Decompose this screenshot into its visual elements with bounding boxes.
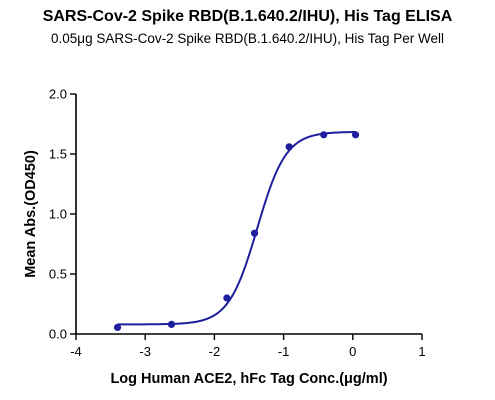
- x-tick-label: -4: [70, 344, 82, 359]
- y-tick-label: 0.5: [49, 267, 67, 282]
- data-point: [351, 131, 360, 139]
- data-point: [113, 323, 122, 331]
- fit-curve: [117, 131, 356, 326]
- chart-subtitle: 0.05μg SARS-Cov-2 Spike RBD(B.1.640.2/IH…: [51, 31, 444, 46]
- points-layer: [113, 131, 360, 331]
- x-tick-label: -2: [209, 344, 221, 359]
- chart-title: SARS-Cov-2 Spike RBD(B.1.640.2/IHU), His…: [42, 8, 453, 25]
- data-point: [167, 320, 176, 328]
- x-tick-label: 1: [418, 344, 425, 359]
- ticks: -4 -3 -2 -1 0 1 0.0 0.5 1.0 1.5 2.0: [49, 87, 426, 360]
- y-tick-label: 2.0: [49, 87, 67, 102]
- x-tick-label: 0: [349, 344, 356, 359]
- y-axis-title: Mean Abs.(OD450): [23, 150, 39, 278]
- y-tick-label: 1.5: [49, 147, 67, 162]
- y-tick-label: 1.0: [49, 207, 67, 222]
- data-point: [223, 294, 231, 302]
- curve-layer: [117, 131, 356, 326]
- data-point: [320, 131, 328, 139]
- x-axis-title: Log Human ACE2, hFc Tag Conc.(μg/ml): [110, 371, 387, 387]
- axes: [75, 94, 422, 335]
- x-tick-label: -3: [139, 344, 151, 359]
- x-tick-label: -1: [278, 344, 290, 359]
- data-point: [285, 143, 293, 151]
- y-tick-label: 0.0: [49, 327, 67, 342]
- data-point: [250, 229, 259, 237]
